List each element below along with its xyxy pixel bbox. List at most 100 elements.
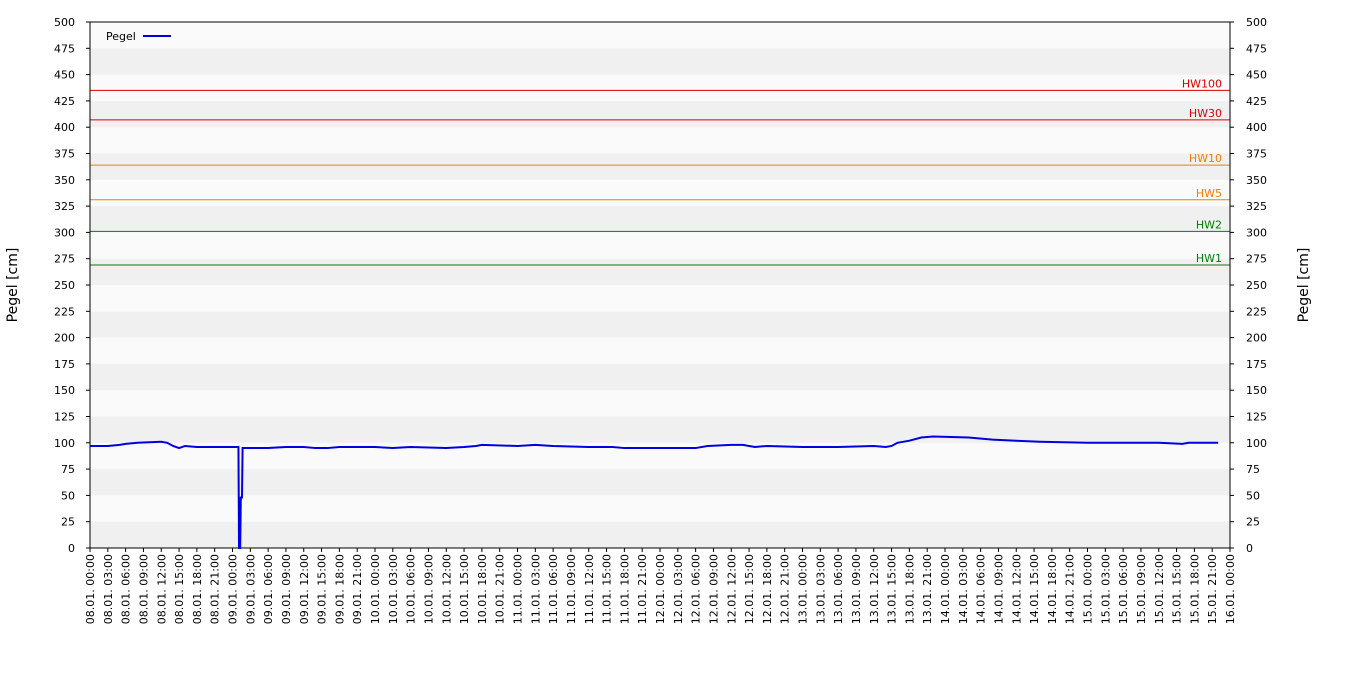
y2-tick-label: 225 [1246, 305, 1267, 318]
x-tick-label: 14.01. 18:00 [1046, 554, 1059, 624]
x-tick-label: 08.01. 06:00 [120, 554, 133, 624]
band [90, 390, 1230, 417]
y2-tick-label: 100 [1246, 437, 1267, 450]
x-tick-label: 08.01. 15:00 [173, 554, 186, 624]
x-tick-label: 09.01. 21:00 [351, 554, 364, 624]
x-tick-label: 15.01. 00:00 [1082, 554, 1095, 624]
x-tick-label: 13.01. 15:00 [886, 554, 899, 624]
x-tick-label: 14.01. 21:00 [1064, 554, 1077, 624]
x-tick-label: 12.01. 18:00 [761, 554, 774, 624]
x-tick-label: 08.01. 12:00 [155, 554, 168, 624]
band [90, 22, 1230, 49]
y2-tick-label: 425 [1246, 95, 1267, 108]
y-tick-label: 500 [54, 16, 75, 29]
x-tick-label: 15.01. 21:00 [1206, 554, 1219, 624]
x-tick-label: 13.01. 00:00 [797, 554, 810, 624]
band [90, 179, 1230, 207]
y-tick-label: 0 [68, 542, 75, 555]
y-tick-label: 375 [54, 148, 75, 161]
x-tick-label: 13.01. 06:00 [832, 554, 845, 624]
band [90, 337, 1230, 364]
y2-tick-label: 300 [1246, 226, 1267, 239]
band [90, 311, 1230, 338]
band [90, 521, 1230, 548]
x-tick-label: 15.01. 06:00 [1117, 554, 1130, 624]
band [90, 258, 1230, 285]
x-tick-label: 08.01. 21:00 [209, 554, 222, 624]
band [90, 74, 1230, 101]
band [90, 153, 1230, 180]
x-tick-label: 15.01. 18:00 [1188, 554, 1201, 624]
y-tick-label: 75 [61, 463, 75, 476]
band [90, 48, 1230, 75]
x-tick-label: 12.01. 15:00 [743, 554, 756, 624]
y2-tick-label: 375 [1246, 148, 1267, 161]
x-tick-label: 08.01. 00:00 [84, 554, 97, 624]
y-tick-label: 150 [54, 384, 75, 397]
legend-label: Pegel [106, 30, 136, 43]
y-tick-label: 100 [54, 437, 75, 450]
y-tick-label: 325 [54, 200, 75, 213]
x-tick-label: 10.01. 09:00 [422, 554, 435, 624]
y-tick-label: 275 [54, 253, 75, 266]
y2-tick-label: 125 [1246, 411, 1267, 424]
x-tick-label: 12.01. 06:00 [690, 554, 703, 624]
x-tick-label: 09.01. 03:00 [244, 554, 257, 624]
y-tick-label: 200 [54, 332, 75, 345]
x-tick-label: 12.01. 00:00 [654, 554, 667, 624]
x-tick-label: 14.01. 09:00 [992, 554, 1005, 624]
x-tick-label: 12.01. 03:00 [672, 554, 685, 624]
y2-tick-label: 175 [1246, 358, 1267, 371]
y-tick-label: 50 [61, 489, 75, 502]
threshold-label: HW1 [1196, 252, 1222, 265]
x-tick-label: 10.01. 03:00 [387, 554, 400, 624]
y-tick-label: 175 [54, 358, 75, 371]
x-tick-label: 13.01. 18:00 [903, 554, 916, 624]
plot-frame [89, 21, 1231, 549]
x-tick-label: 08.01. 18:00 [191, 554, 204, 624]
x-tick-label: 08.01. 09:00 [137, 554, 150, 624]
x-tick-label: 11.01. 06:00 [547, 554, 560, 624]
x-tick-label: 13.01. 12:00 [868, 554, 881, 624]
x-tick-label: 14.01. 15:00 [1028, 554, 1041, 624]
y-tick-label: 450 [54, 69, 75, 82]
band [90, 416, 1230, 443]
x-tick-label: 09.01. 00:00 [227, 554, 240, 624]
x-tick-label: 14.01. 12:00 [1010, 554, 1023, 624]
x-tick-label: 15.01. 12:00 [1153, 554, 1166, 624]
y-axis-label: Pegel [cm] [5, 248, 21, 323]
band [90, 442, 1230, 470]
band [90, 206, 1230, 233]
x-tick-label: 13.01. 09:00 [850, 554, 863, 624]
x-tick-label: 12.01. 12:00 [725, 554, 738, 624]
y2-tick-label: 450 [1246, 69, 1267, 82]
y-tick-label: 300 [54, 226, 75, 239]
y-tick-label: 225 [54, 305, 75, 318]
x-tick-label: 11.01. 18:00 [618, 554, 631, 624]
threshold-label: HW100 [1182, 77, 1222, 90]
x-tick-label: 15.01. 03:00 [1099, 554, 1112, 624]
x-tick-label: 16.01. 00:00 [1224, 554, 1237, 624]
x-tick-label: 08.01. 03:00 [102, 554, 115, 624]
x-tick-label: 11.01. 00:00 [512, 554, 525, 624]
band [90, 363, 1230, 391]
y2-tick-label: 350 [1246, 174, 1267, 187]
x-tick-label: 10.01. 15:00 [458, 554, 471, 624]
y2-tick-label: 250 [1246, 279, 1267, 292]
x-tick-label: 09.01. 06:00 [262, 554, 275, 624]
y2-tick-label: 275 [1246, 253, 1267, 266]
y2-tick-label: 150 [1246, 384, 1267, 397]
y2-tick-label: 50 [1246, 489, 1260, 502]
y2-tick-label: 400 [1246, 121, 1267, 134]
y2-tick-label: 75 [1246, 463, 1260, 476]
band [90, 232, 1230, 259]
x-tick-label: 10.01. 18:00 [476, 554, 489, 624]
y-tick-label: 250 [54, 279, 75, 292]
x-tick-label: 09.01. 12:00 [298, 554, 311, 624]
x-tick-label: 09.01. 18:00 [333, 554, 346, 624]
x-tick-label: 11.01. 15:00 [601, 554, 614, 624]
x-tick-label: 10.01. 12:00 [440, 554, 453, 624]
x-tick-label: 14.01. 03:00 [957, 554, 970, 624]
x-tick-label: 14.01. 00:00 [939, 554, 952, 624]
